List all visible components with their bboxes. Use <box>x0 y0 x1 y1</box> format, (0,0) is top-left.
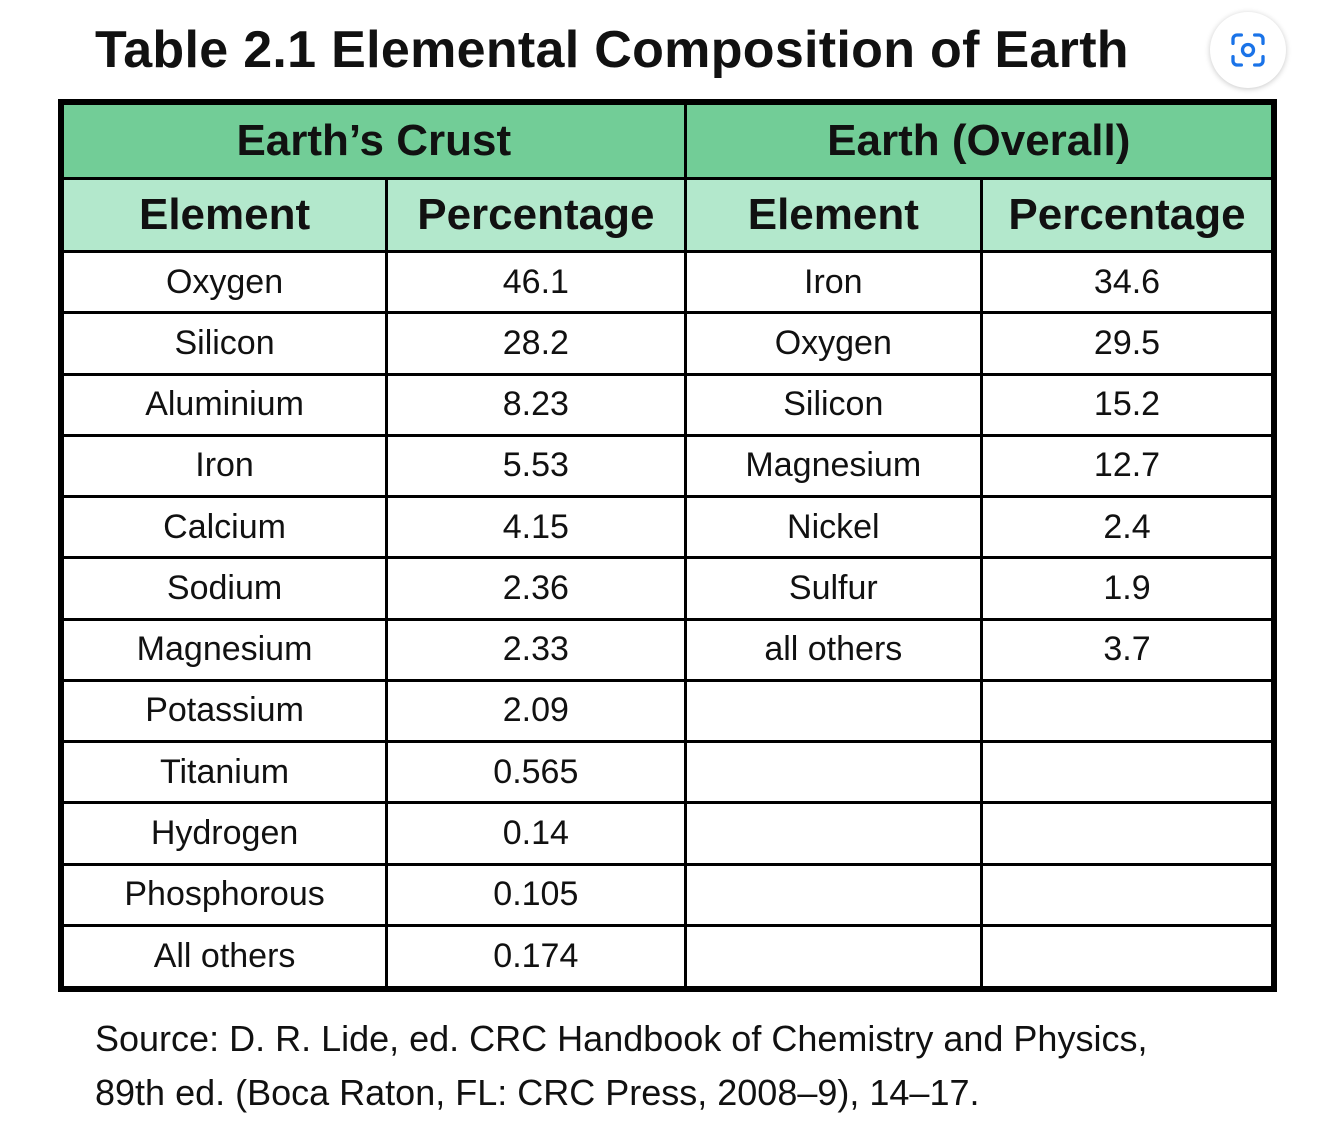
crust-percentage-cell: 8.23 <box>385 372 687 437</box>
column-header-percentage: Percentage <box>980 177 1276 253</box>
crust-element-cell: Magnesium <box>59 617 389 682</box>
overall-element-cell: Silicon <box>683 372 984 437</box>
column-header-percentage: Percentage <box>385 177 687 253</box>
table-row: Titanium 0.565 <box>59 740 1276 805</box>
overall-percentage-cell <box>980 923 1276 991</box>
crust-percentage-cell: 0.14 <box>385 801 687 866</box>
table-row: Phosphorous 0.105 <box>59 862 1276 927</box>
source-line: 89th ed. (Boca Raton, FL: CRC Press, 200… <box>95 1072 980 1113</box>
overall-element-cell: Iron <box>683 249 984 315</box>
crust-element-cell: Oxygen <box>59 249 389 315</box>
table-body: Oxygen 46.1 Iron 34.6 Silicon 28.2 Oxygen 29.5 A… <box>59 249 1276 991</box>
source-line: Source: D. R. Lide, ed. CRC Handbook of … <box>95 1018 1148 1059</box>
overall-element-cell <box>683 923 984 991</box>
crust-percentage-cell: 0.174 <box>385 923 687 991</box>
overall-element-cell: Oxygen <box>683 311 984 376</box>
visual-search-button[interactable] <box>1210 12 1286 88</box>
group-header-earths-crust: Earth’s Crust <box>59 100 687 180</box>
table-row: Magnesium 2.33 all others 3.7 <box>59 617 1276 682</box>
table-row: All others 0.174 <box>59 923 1276 991</box>
crust-element-cell: Iron <box>59 433 389 499</box>
crust-percentage-cell: 2.09 <box>385 678 687 744</box>
overall-percentage-cell <box>980 801 1276 866</box>
table-row: Potassium 2.09 <box>59 678 1276 744</box>
composition-table: Earth’s Crust Earth (Overall) Element Pe… <box>58 99 1277 992</box>
overall-element-cell <box>683 740 984 805</box>
group-header-earth-overall: Earth (Overall) <box>683 100 1276 180</box>
overall-element-cell <box>683 678 984 744</box>
overall-percentage-cell: 3.7 <box>980 617 1276 682</box>
crust-percentage-cell: 5.53 <box>385 433 687 499</box>
overall-percentage-cell: 1.9 <box>980 556 1276 621</box>
overall-percentage-cell: 12.7 <box>980 433 1276 499</box>
overall-element-cell: Magnesium <box>683 433 984 499</box>
overall-element-cell <box>683 862 984 927</box>
overall-percentage-cell <box>980 740 1276 805</box>
overall-element-cell: Sulfur <box>683 556 984 621</box>
column-header-element: Element <box>683 177 984 253</box>
crust-percentage-cell: 4.15 <box>385 495 687 560</box>
table-row: Silicon 28.2 Oxygen 29.5 <box>59 311 1276 376</box>
overall-element-cell: Nickel <box>683 495 984 560</box>
source-citation: Source: D. R. Lide, ed. CRC Handbook of … <box>95 1012 1275 1120</box>
overall-percentage-cell: 15.2 <box>980 372 1276 437</box>
overall-percentage-cell: 2.4 <box>980 495 1276 560</box>
crust-element-cell: Titanium <box>59 740 389 805</box>
page-title: Table 2.1 Elemental Composition of Earth <box>95 21 1129 79</box>
camera-lens-icon <box>1231 33 1265 67</box>
crust-element-cell: Phosphorous <box>59 862 389 927</box>
overall-percentage-cell: 29.5 <box>980 311 1276 376</box>
overall-percentage-cell <box>980 678 1276 744</box>
overall-percentage-cell <box>980 862 1276 927</box>
crust-percentage-cell: 2.36 <box>385 556 687 621</box>
table-row: Aluminium 8.23 Silicon 15.2 <box>59 372 1276 437</box>
crust-element-cell: Hydrogen <box>59 801 389 866</box>
crust-percentage-cell: 0.105 <box>385 862 687 927</box>
table-row: Sodium 2.36 Sulfur 1.9 <box>59 556 1276 621</box>
crust-element-cell: Sodium <box>59 556 389 621</box>
crust-element-cell: Silicon <box>59 311 389 376</box>
overall-element-cell: all others <box>683 617 984 682</box>
crust-percentage-cell: 2.33 <box>385 617 687 682</box>
crust-element-cell: Potassium <box>59 678 389 744</box>
table-row: Calcium 4.15 Nickel 2.4 <box>59 495 1276 560</box>
table-row: Iron 5.53 Magnesium 12.7 <box>59 433 1276 499</box>
overall-percentage-cell: 34.6 <box>980 249 1276 315</box>
crust-element-cell: Aluminium <box>59 372 389 437</box>
crust-percentage-cell: 46.1 <box>385 249 687 315</box>
crust-element-cell: Calcium <box>59 495 389 560</box>
column-header-element: Element <box>59 177 389 253</box>
crust-element-cell: All others <box>59 923 389 991</box>
table-row: Hydrogen 0.14 <box>59 801 1276 866</box>
crust-percentage-cell: 0.565 <box>385 740 687 805</box>
crust-percentage-cell: 28.2 <box>385 311 687 376</box>
table-row: Oxygen 46.1 Iron 34.6 <box>59 249 1276 315</box>
overall-element-cell <box>683 801 984 866</box>
